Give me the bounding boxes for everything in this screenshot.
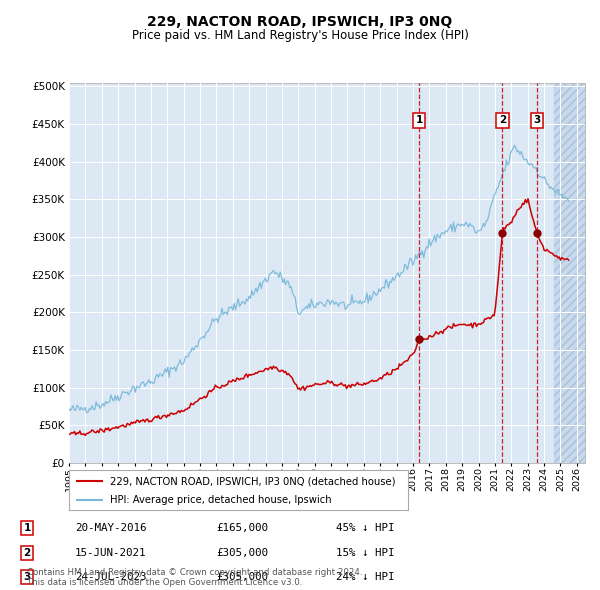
Text: £305,000: £305,000	[216, 548, 268, 558]
Text: 15% ↓ HPI: 15% ↓ HPI	[336, 548, 395, 558]
Text: 24% ↓ HPI: 24% ↓ HPI	[336, 572, 395, 582]
Bar	[554, 83, 585, 463]
Text: HPI: Average price, detached house, Ipswich: HPI: Average price, detached house, Ipsw…	[110, 496, 331, 505]
Text: 3: 3	[23, 572, 31, 582]
Text: 15-JUN-2021: 15-JUN-2021	[75, 548, 146, 558]
Text: Price paid vs. HM Land Registry's House Price Index (HPI): Price paid vs. HM Land Registry's House …	[131, 30, 469, 42]
Text: £305,000: £305,000	[216, 572, 268, 582]
Text: Contains HM Land Registry data © Crown copyright and database right 2024.
This d: Contains HM Land Registry data © Crown c…	[27, 568, 362, 587]
Text: 1: 1	[23, 523, 31, 533]
Bar	[554, 83, 585, 463]
Text: 20-MAY-2016: 20-MAY-2016	[75, 523, 146, 533]
Text: 229, NACTON ROAD, IPSWICH, IP3 0NQ (detached house): 229, NACTON ROAD, IPSWICH, IP3 0NQ (deta…	[110, 477, 395, 487]
Text: £165,000: £165,000	[216, 523, 268, 533]
Text: 2: 2	[23, 548, 31, 558]
Text: 45% ↓ HPI: 45% ↓ HPI	[336, 523, 395, 533]
Text: 24-JUL-2023: 24-JUL-2023	[75, 572, 146, 582]
Text: 3: 3	[533, 115, 541, 125]
Text: 229, NACTON ROAD, IPSWICH, IP3 0NQ: 229, NACTON ROAD, IPSWICH, IP3 0NQ	[148, 15, 452, 29]
Text: 2: 2	[499, 115, 506, 125]
Text: 1: 1	[416, 115, 423, 125]
